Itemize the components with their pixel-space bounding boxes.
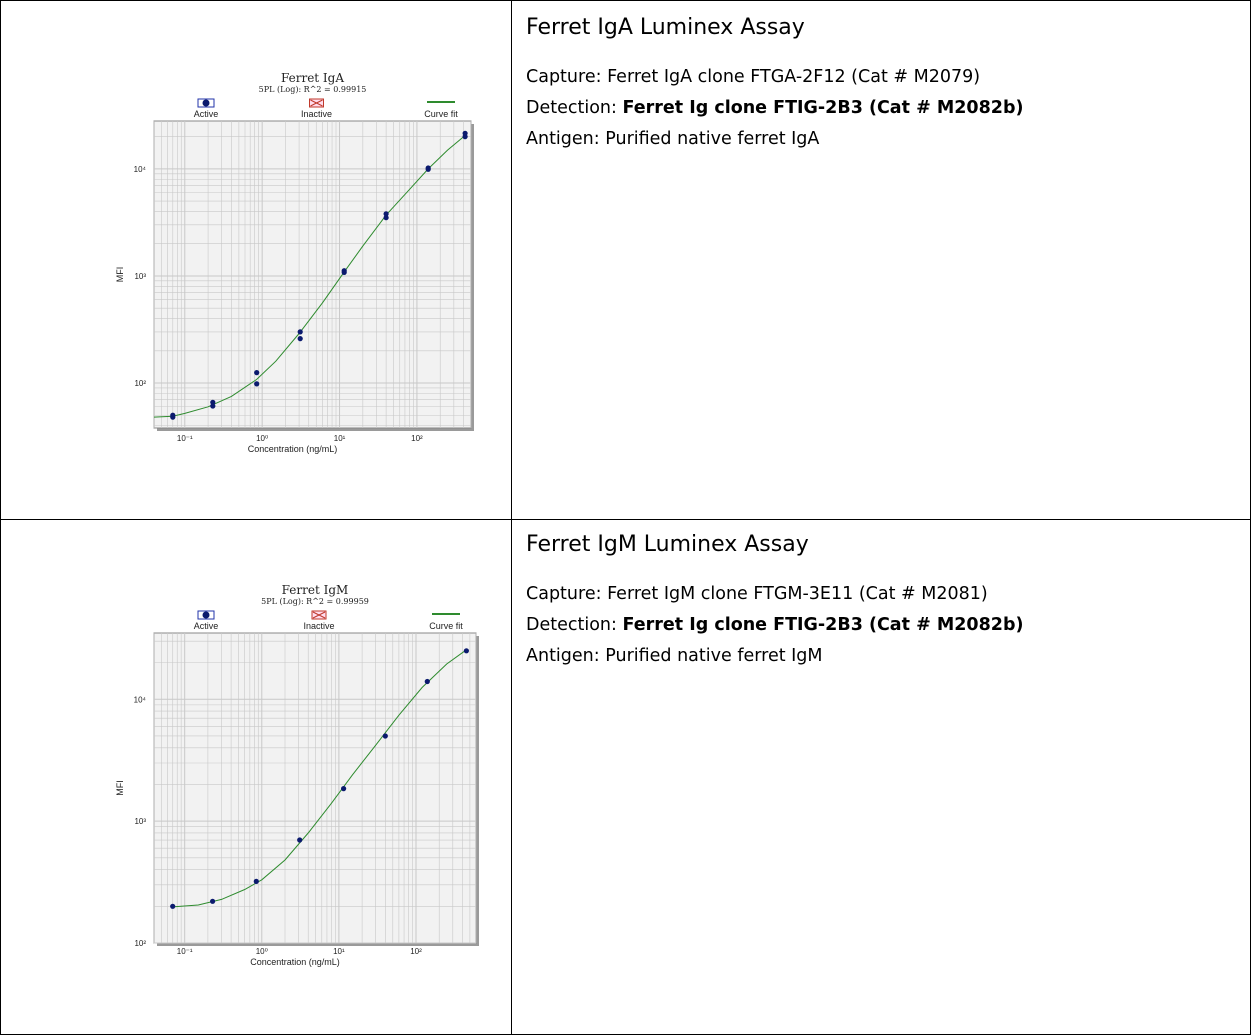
data-point: [341, 786, 347, 792]
detection-label: Detection:: [526, 98, 617, 118]
antigen-line: Antigen: Purified native ferret IgM: [526, 641, 1250, 672]
detection-line: Detection: Ferret Ig clone FTIG-2B3 (Cat…: [526, 610, 1250, 641]
legend-label: Inactive: [301, 109, 332, 119]
capture-value: Ferret IgA clone FTGA-2F12 (Cat # M2079): [607, 67, 981, 87]
y-tick-label: 10⁴: [134, 695, 147, 704]
capture-value: Ferret IgM clone FTGM-3E11 (Cat # M2081): [607, 584, 988, 604]
data-point: [383, 211, 389, 217]
legend-inactive-marker: [312, 611, 326, 619]
x-axis-label: Concentration (ng/mL): [250, 957, 340, 967]
antigen-label: Antigen:: [526, 129, 600, 149]
antigen-value: Purified native ferret IgM: [605, 646, 823, 666]
legend-active-marker: [202, 99, 210, 107]
data-point: [462, 134, 468, 140]
y-tick-label: 10²: [134, 379, 146, 388]
legend-inactive-marker: [310, 99, 323, 107]
gridlines: [153, 633, 477, 944]
x-axis-label: Concentration (ng/mL): [248, 444, 338, 454]
data-point: [297, 837, 303, 843]
data-point: [463, 648, 469, 654]
data-point: [254, 370, 260, 376]
assay-title: Ferret IgA Luminex Assay: [526, 15, 805, 40]
capture-line: Capture: Ferret IgM clone FTGM-3E11 (Cat…: [526, 579, 1250, 610]
data-point: [297, 329, 303, 335]
legend-label: Curve fit: [424, 109, 458, 119]
x-tick-label: 10²: [410, 947, 422, 956]
curve-fit-line: [172, 649, 467, 908]
table-row: Ferret IgM 5PL (Log): R^2 = 0.99959 Active…: [0, 519, 1251, 1035]
x-tick-label: 10⁰: [256, 434, 268, 443]
legend-active-marker: [202, 611, 210, 619]
x-tick-label: 10¹: [334, 434, 346, 443]
data-point: [210, 399, 216, 405]
data-point: [341, 269, 347, 275]
legend-label: Curve fit: [429, 621, 463, 631]
antigen-value: Purified native ferret IgA: [605, 129, 820, 149]
chart-cell-igm: Ferret IgM 5PL (Log): R^2 = 0.99959 Active…: [0, 519, 512, 1035]
chart-subtitle: 5PL (Log): R^2 = 0.99959: [261, 597, 369, 606]
text-cell-igm: Ferret IgM Luminex Assay Capture: Ferret…: [511, 519, 1251, 1035]
plot-area: [153, 120, 472, 429]
legend-label: Active: [194, 621, 219, 631]
x-tick-label: 10⁰: [256, 947, 268, 956]
y-tick-label: 10³: [134, 817, 146, 826]
chart-subtitle: 5PL (Log): R^2 = 0.99915: [259, 85, 367, 94]
data-point: [297, 336, 303, 342]
antigen-label: Antigen:: [526, 646, 600, 666]
chart-title: Ferret IgA: [281, 71, 344, 85]
data-point: [253, 878, 259, 884]
legend-label: Active: [194, 109, 219, 119]
y-tick-label: 10²: [134, 939, 146, 948]
data-point: [424, 678, 430, 685]
y-axis-label: MFI: [115, 780, 125, 796]
table-row: Ferret IgA 5PL (Log): R^2 = 0.99915 Active…: [0, 0, 1251, 520]
gridlines: [153, 121, 472, 428]
legend-label: Inactive: [303, 621, 334, 631]
y-tick-label: 10³: [134, 272, 146, 281]
data-point: [170, 414, 176, 420]
data-point: [170, 903, 176, 909]
assay-title: Ferret IgM Luminex Assay: [526, 532, 809, 557]
curve-fit-line: [153, 135, 466, 418]
data-point: [210, 403, 216, 409]
data-point: [383, 215, 389, 221]
capture-label: Capture:: [526, 67, 602, 87]
x-tick-label: 10²: [411, 434, 423, 443]
data-point: [210, 898, 216, 904]
y-axis-label: MFI: [115, 267, 125, 283]
chart-cell-iga: Ferret IgA 5PL (Log): R^2 = 0.99915 Active…: [0, 0, 512, 520]
capture-line: Capture: Ferret IgA clone FTGA-2F12 (Cat…: [526, 62, 1250, 93]
chart-title: Ferret IgM: [282, 583, 349, 597]
y-tick-label: 10⁴: [134, 165, 147, 174]
x-tick-label: 10¹: [333, 947, 345, 956]
detection-line: Detection: Ferret Ig clone FTIG-2B3 (Cat…: [526, 93, 1250, 124]
data-point: [425, 166, 431, 172]
text-cell-iga: Ferret IgA Luminex Assay Capture: Ferret…: [511, 0, 1251, 520]
data-point: [254, 381, 260, 387]
x-tick-label: 10⁻¹: [177, 947, 193, 956]
data-point: [382, 733, 388, 739]
detection-label: Detection:: [526, 615, 617, 635]
detection-value: Ferret Ig clone FTIG-2B3 (Cat # M2082b): [622, 98, 1024, 118]
capture-label: Capture:: [526, 584, 602, 604]
x-tick-label: 10⁻¹: [177, 434, 193, 443]
antigen-line: Antigen: Purified native ferret IgA: [526, 124, 1250, 155]
detection-value: Ferret Ig clone FTIG-2B3 (Cat # M2082b): [622, 615, 1024, 635]
